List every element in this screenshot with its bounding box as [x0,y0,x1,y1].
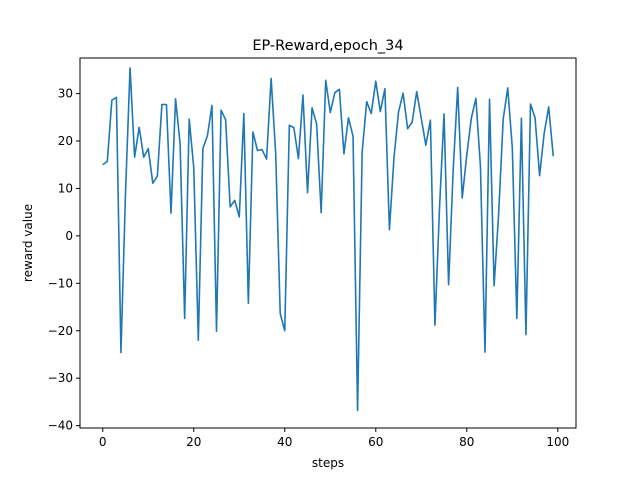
chart-title: EP-Reward,epoch_34 [252,38,403,54]
y-axis-label: reward value [21,204,35,282]
x-tick-label: 80 [459,435,474,449]
y-tick-label: −10 [48,276,73,290]
x-tick-label: 0 [99,435,107,449]
x-tick-label: 100 [546,435,569,449]
series-line-0 [102,67,555,412]
plot-frame [79,57,577,429]
y-tick-label: 30 [58,87,73,101]
x-tick-label: 20 [186,435,201,449]
y-tick-label: −20 [48,324,73,338]
y-tick-label: 10 [58,181,73,195]
y-tick-label: −30 [48,371,73,385]
series-layer [102,67,555,412]
x-tick-label: 40 [277,435,292,449]
x-axis-ticks: 0 20 40 60 80 100 [99,428,569,449]
y-axis-ticks: −40 −30 −20 −10 0 10 20 30 [48,87,80,433]
y-tick-label: −40 [48,419,73,433]
x-axis-label: steps [312,456,344,470]
y-tick-label: 20 [58,134,73,148]
y-tick-label: 0 [65,229,73,243]
x-tick-label: 60 [368,435,383,449]
